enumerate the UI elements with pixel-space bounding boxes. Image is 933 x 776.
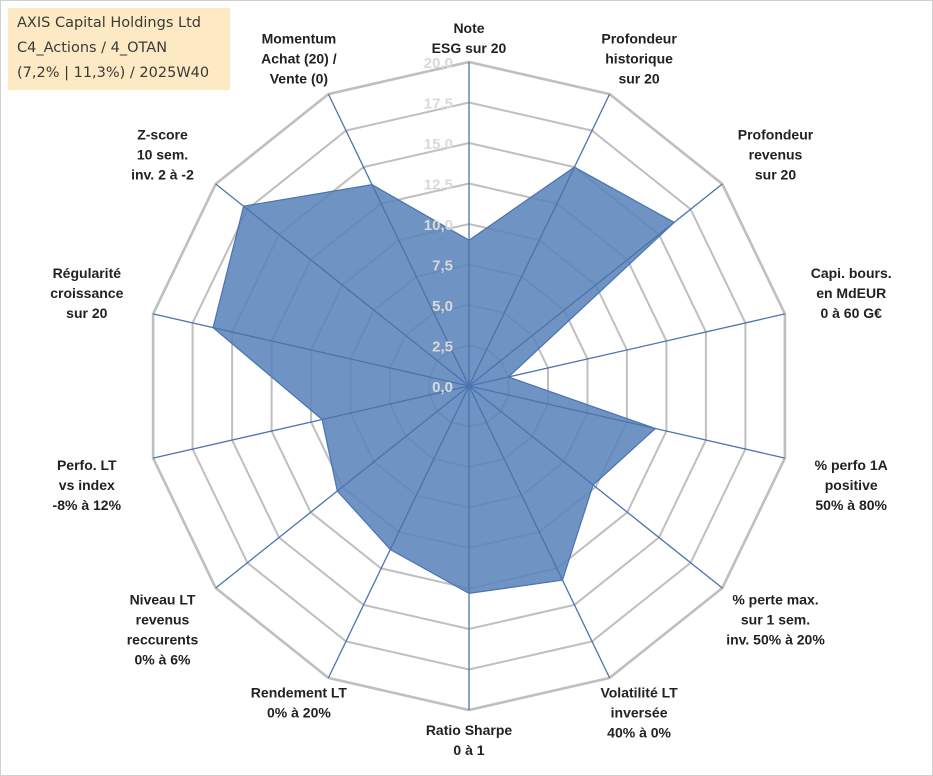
axis-label: Z-score 10 sem. inv. 2 à -2 — [131, 126, 194, 182]
axis-spoke — [327, 93, 470, 387]
axis-spoke — [215, 385, 470, 589]
axis-spoke — [468, 183, 723, 387]
axis-spoke — [468, 385, 723, 589]
tick-label: 17,5 — [424, 96, 453, 113]
axis-spoke — [468, 313, 786, 387]
axis-label: % perfo 1A positive 50% à 80% — [815, 457, 888, 513]
axis-label: Régularité croissance sur 20 — [50, 265, 123, 321]
axis-spoke — [152, 385, 470, 459]
tick-label: 20,0 — [424, 55, 453, 72]
axis-label: Ratio Sharpe 0 à 1 — [426, 722, 513, 758]
axis-label: Niveau LT revenus reccurents 0% à 6% — [127, 592, 199, 668]
axis-spoke — [327, 385, 470, 679]
axis-label: Note ESG sur 20 — [432, 20, 507, 56]
title-category: C4_Actions / 4_OTAN — [17, 40, 168, 56]
axis-spoke — [152, 313, 470, 387]
axis-label: Volatilité LT inversée 40% à 0% — [600, 685, 678, 741]
axis-label: % perte max. sur 1 sem. inv. 50% à 20% — [726, 592, 825, 648]
title-box: AXIS Capital Holdings Ltd C4_Actions / 4… — [8, 8, 230, 90]
axis-label: Profondeur historique sur 20 — [601, 30, 677, 86]
axis-spoke — [468, 385, 786, 459]
title-stats: (7,2% | 11,3%) / 2025W40 — [17, 65, 210, 81]
axis-label: Perfo. LT vs index -8% à 12% — [53, 457, 122, 513]
axis-label: Capi. bours. en MdEUR 0 à 60 G€ — [811, 265, 892, 321]
axis-spoke — [468, 93, 611, 387]
tick-label: 10,0 — [424, 217, 453, 234]
axis-label: Rendement LT 0% à 20% — [251, 685, 348, 721]
axis-label: Profondeur revenus sur 20 — [738, 126, 814, 182]
tick-label: 7,5 — [432, 258, 453, 275]
tick-label: 15,0 — [424, 136, 453, 153]
axis-label: Momentum Achat (20) / Vente (0) — [261, 30, 337, 86]
tick-label: 0,0 — [432, 379, 453, 396]
axis-spoke — [215, 183, 470, 387]
tick-label: 12,5 — [424, 177, 453, 194]
axis-spoke — [468, 385, 611, 679]
tick-label: 2,5 — [432, 339, 453, 356]
title-company: AXIS Capital Holdings Ltd — [17, 15, 201, 31]
tick-label: 5,0 — [432, 298, 453, 315]
